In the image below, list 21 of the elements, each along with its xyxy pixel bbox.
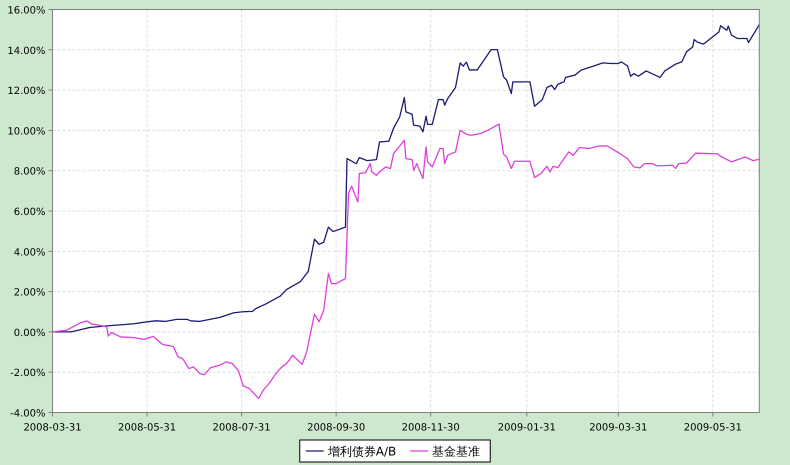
y-tick-label: 14.00% <box>7 46 46 57</box>
y-tick-label: 6.00% <box>14 207 46 218</box>
legend-label: 基金基准 <box>432 444 480 458</box>
x-tick-label: 2009-03-31 <box>589 422 648 434</box>
x-tick-label: 2008-11-30 <box>402 422 460 434</box>
x-tick-label: 2008-03-31 <box>23 422 82 434</box>
y-tick-label: 16.00% <box>7 6 46 16</box>
y-tick-label: -2.00% <box>10 368 46 380</box>
x-tick-label: 2009-05-31 <box>684 422 742 434</box>
y-tick-label: 10.00% <box>7 126 46 138</box>
x-tick-label: 2008-07-31 <box>212 422 271 434</box>
y-tick-label: 12.00% <box>7 86 46 98</box>
y-tick-label: 4.00% <box>14 247 46 258</box>
legend-label: 增利债券A/B <box>326 444 396 458</box>
y-tick-label: 8.00% <box>14 166 46 178</box>
x-tick-label: 2009-01-31 <box>498 422 556 434</box>
y-tick-label: -4.00% <box>10 408 46 420</box>
x-tick-label: 2008-09-30 <box>307 422 366 434</box>
y-tick-label: 0.00% <box>14 328 46 339</box>
x-tick-label: 2008-05-31 <box>118 422 176 434</box>
y-tick-label: 2.00% <box>14 288 46 299</box>
